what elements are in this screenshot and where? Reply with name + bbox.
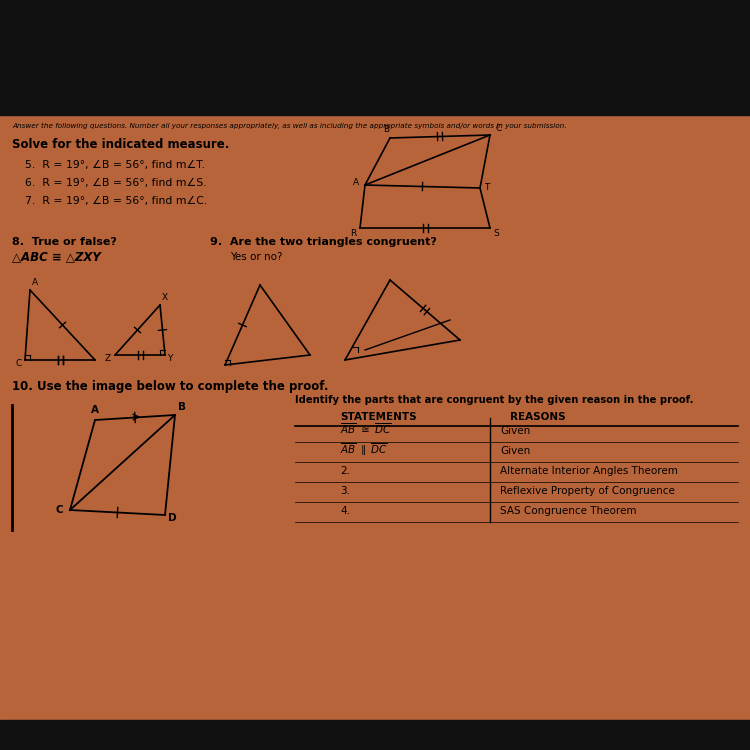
Text: X: X: [162, 293, 168, 302]
Text: C: C: [496, 124, 502, 133]
Text: Y: Y: [167, 354, 172, 363]
Text: Z: Z: [105, 354, 111, 363]
Text: STATEMENTS: STATEMENTS: [340, 412, 417, 422]
Text: Identify the parts that are congruent by the given reason in the proof.: Identify the parts that are congruent by…: [295, 395, 694, 405]
Text: Answer the following questions. Number all your responses appropriately, as well: Answer the following questions. Number a…: [12, 123, 566, 129]
Text: $\overline{AB}$ $\cong$ $\overline{DC}$: $\overline{AB}$ $\cong$ $\overline{DC}$: [340, 422, 392, 436]
Text: B: B: [383, 125, 389, 134]
Text: B: B: [178, 402, 186, 412]
Text: S: S: [493, 229, 499, 238]
Text: 7.  R = 19°, ∠B = 56°, find m∠C.: 7. R = 19°, ∠B = 56°, find m∠C.: [25, 196, 207, 206]
Bar: [0, 0, 750, 115]
Text: Given: Given: [500, 426, 530, 436]
Text: 5.  R = 19°, ∠B = 56°, find m∠T.: 5. R = 19°, ∠B = 56°, find m∠T.: [25, 160, 205, 170]
Text: 9.  Are the two triangles congruent?: 9. Are the two triangles congruent?: [210, 237, 436, 247]
Text: A: A: [91, 405, 99, 415]
Text: C: C: [15, 359, 21, 368]
Text: 6.  R = 19°, ∠B = 56°, find m∠S.: 6. R = 19°, ∠B = 56°, find m∠S.: [25, 178, 206, 188]
Text: Solve for the indicated measure.: Solve for the indicated measure.: [12, 138, 229, 151]
Text: R: R: [350, 229, 356, 238]
Text: Alternate Interior Angles Theorem: Alternate Interior Angles Theorem: [500, 466, 678, 476]
Text: 8.  True or false?: 8. True or false?: [12, 237, 117, 247]
Bar: [0, 115, 750, 720]
Text: D: D: [168, 513, 177, 523]
Text: 10. Use the image below to complete the proof.: 10. Use the image below to complete the …: [12, 380, 328, 393]
Text: 3.: 3.: [340, 486, 350, 496]
Text: Given: Given: [500, 446, 530, 456]
Text: Yes or no?: Yes or no?: [230, 252, 283, 262]
Text: SAS Congruence Theorem: SAS Congruence Theorem: [500, 506, 637, 516]
Text: A: A: [353, 178, 359, 187]
Text: T: T: [484, 183, 489, 192]
Text: $\overline{AB}$ $\parallel$ $\overline{DC}$: $\overline{AB}$ $\parallel$ $\overline{D…: [340, 442, 388, 458]
Text: REASONS: REASONS: [510, 412, 566, 422]
Text: C: C: [56, 505, 64, 515]
Bar: [0, 720, 750, 750]
Text: Reflexive Property of Congruence: Reflexive Property of Congruence: [500, 486, 675, 496]
Text: △ABC ≡ △ZXY: △ABC ≡ △ZXY: [12, 250, 100, 263]
Text: A: A: [32, 278, 38, 287]
Text: 2.: 2.: [340, 466, 350, 476]
Text: 4.: 4.: [340, 506, 350, 516]
